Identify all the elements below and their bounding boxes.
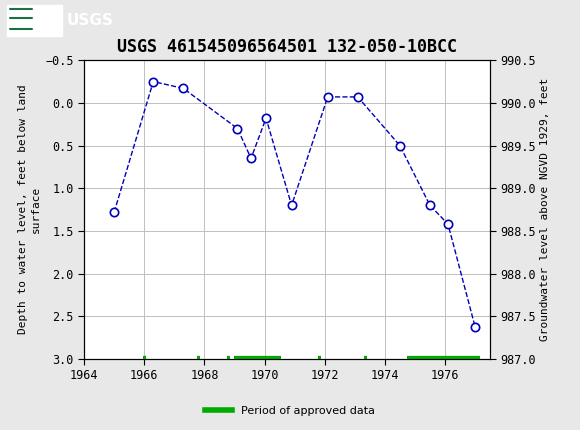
FancyBboxPatch shape xyxy=(7,5,62,36)
Title: USGS 461545096564501 132-050-10BCC: USGS 461545096564501 132-050-10BCC xyxy=(117,38,457,56)
Text: USGS: USGS xyxy=(67,13,114,28)
Y-axis label: Depth to water level, feet below land
surface: Depth to water level, feet below land su… xyxy=(18,85,41,335)
Legend: Period of approved data: Period of approved data xyxy=(200,401,380,420)
Y-axis label: Groundwater level above NGVD 1929, feet: Groundwater level above NGVD 1929, feet xyxy=(541,78,550,341)
